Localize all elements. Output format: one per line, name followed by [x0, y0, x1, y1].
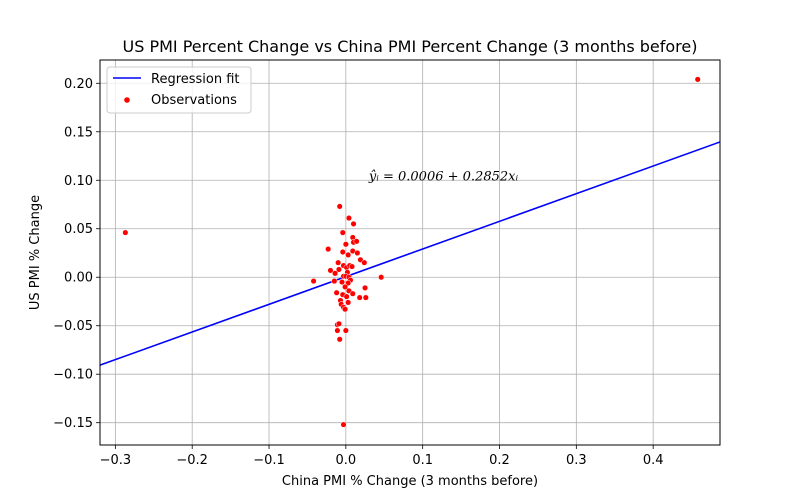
- observation-point: [349, 290, 356, 297]
- observation-point: [350, 220, 357, 227]
- observation-point: [122, 229, 129, 236]
- y-axis-label: US PMI % Change: [28, 195, 43, 310]
- observation-point: [340, 421, 347, 428]
- observation-point: [336, 336, 343, 343]
- legend-regression-label: Regression fit: [151, 72, 240, 87]
- legend-observations-swatch: [124, 97, 130, 103]
- observation-point: [348, 263, 356, 270]
- observation-point: [353, 238, 360, 245]
- y-tick-label: 0.15: [64, 125, 93, 140]
- observation-point: [361, 259, 368, 266]
- x-tick-label: 0.1: [412, 453, 433, 468]
- observation-point: [331, 278, 338, 285]
- legend: Regression fit Observations: [106, 66, 252, 114]
- observation-point: [342, 283, 349, 290]
- regression-equation: ŷᵢ = 0.0006 + 0.2852xᵢ: [368, 169, 519, 184]
- observation-point: [694, 76, 701, 83]
- observation-point: [327, 267, 334, 274]
- regression-fit-line: [100, 141, 720, 366]
- x-tick-label: 0.2: [489, 453, 510, 468]
- y-axis-ticks: −0.15 −0.10 −0.05 0.00 0.05 0.10 0.15 0.20: [53, 77, 100, 431]
- observation-point: [335, 266, 342, 273]
- observation-point: [362, 294, 369, 301]
- plot-area: [100, 76, 720, 428]
- chart-title: US PMI Percent Change vs China PMI Perce…: [122, 37, 697, 56]
- y-tick-label: 0.20: [64, 77, 93, 92]
- y-tick-label: 0.10: [64, 174, 93, 189]
- regression-line: [100, 141, 720, 366]
- observation-point: [334, 327, 341, 334]
- observation-point: [342, 327, 349, 334]
- observation-point: [336, 203, 343, 210]
- x-axis-ticks: −0.3 −0.2 −0.1 0.0 0.1 0.2 0.3 0.4: [100, 445, 664, 468]
- x-tick-label: −0.2: [176, 453, 208, 468]
- observation-point: [342, 241, 349, 248]
- y-tick-label: −0.10: [53, 368, 93, 383]
- plot-frame: [99, 59, 721, 446]
- y-tick-label: 0.00: [64, 271, 93, 286]
- observation-point: [335, 259, 342, 266]
- observation-point: [345, 299, 352, 306]
- observation-point: [345, 251, 352, 258]
- observation-point: [339, 248, 346, 256]
- observation-point: [345, 215, 352, 222]
- observation-point: [343, 293, 350, 300]
- legend-observations-label: Observations: [151, 93, 237, 108]
- x-tick-label: 0.4: [643, 453, 664, 468]
- x-tick-label: 0.0: [336, 453, 357, 468]
- observation-point: [325, 246, 332, 253]
- observation-point: [335, 320, 342, 327]
- observation-point: [310, 278, 317, 285]
- observation-point: [354, 249, 361, 257]
- observation-point: [378, 274, 385, 281]
- y-tick-label: −0.05: [53, 319, 93, 334]
- observation-point: [338, 279, 346, 286]
- observation-point: [342, 306, 349, 313]
- observation-point: [332, 270, 339, 277]
- y-tick-label: 0.05: [64, 222, 93, 237]
- observation-point: [339, 229, 346, 236]
- legend-box: [106, 66, 252, 114]
- observations-series: [122, 76, 701, 428]
- observation-point: [356, 294, 363, 301]
- x-axis-label: China PMI % Change (3 months before): [282, 474, 538, 489]
- observation-point: [362, 284, 369, 291]
- observation-point: [333, 289, 340, 296]
- grid: [100, 60, 720, 445]
- y-tick-label: −0.15: [53, 416, 93, 431]
- x-tick-label: −0.3: [100, 453, 132, 468]
- x-tick-label: 0.3: [566, 453, 587, 468]
- x-tick-label: −0.1: [253, 453, 285, 468]
